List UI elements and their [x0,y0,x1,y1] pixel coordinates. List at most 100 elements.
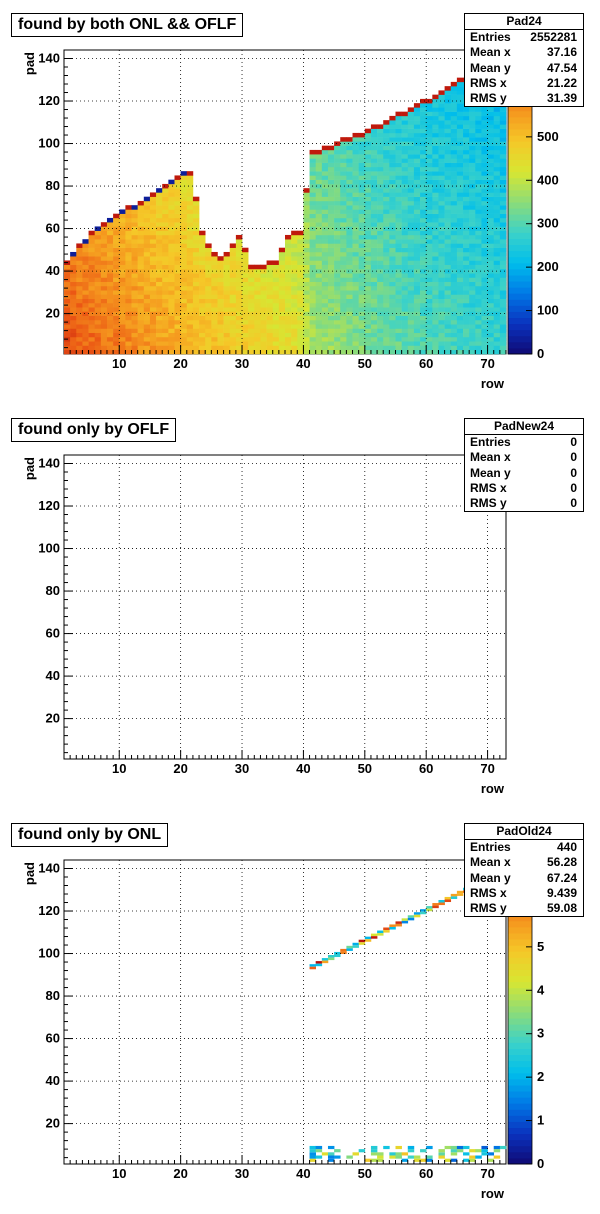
data-cell [444,251,452,257]
data-cell [346,141,353,146]
data-cell [309,1155,316,1159]
data-cell [149,264,157,270]
data-cell [192,222,200,227]
data-cell [444,183,452,189]
data-cell [364,200,372,206]
data-cell [444,209,452,214]
data-cell [463,149,470,155]
data-cell [420,107,427,112]
data-cell [340,311,347,316]
data-cell [487,209,495,214]
data-cell [383,192,390,197]
data-cell [444,124,452,129]
data-cell [315,166,323,172]
data-cell [487,128,495,134]
data-cell [278,345,286,351]
data-cell [334,166,341,172]
data-cell [291,294,298,299]
data-cell [100,222,108,227]
data-cell [377,179,384,185]
data-cell [493,111,501,117]
data-cell [143,247,151,253]
data-cell [444,90,452,95]
data-cell [395,239,402,244]
data-cell [106,268,114,274]
data-cell [119,256,126,261]
data-cell [321,349,329,355]
data-cell [162,290,169,295]
data-cell [334,192,341,197]
data-cell [315,345,323,351]
data-cell [438,154,445,159]
data-cell [438,332,445,338]
data-cell [229,290,237,295]
data-cell [383,247,390,253]
data-cell [456,1149,464,1153]
data-cell [450,200,458,206]
data-cell [199,302,206,308]
data-cell [444,247,452,253]
data-cell [377,171,384,176]
data-cell [475,107,482,112]
data-cell [358,942,366,945]
data-cell [420,247,427,253]
data-cell [334,332,341,338]
data-cell [334,319,341,325]
data-cell [223,341,231,346]
data-cell [315,264,323,270]
data-cell [377,158,384,163]
stats-row: RMS x 21.22 [465,76,583,91]
color-scale-segment [508,993,532,1001]
data-cell [463,154,470,159]
data-cell [370,311,378,316]
data-cell [327,332,335,338]
color-scale-segment [508,226,532,233]
data-cell [235,234,243,240]
color-scale-segment [508,214,532,221]
data-cell [377,256,384,261]
data-cell [168,264,175,270]
data-cell [370,226,378,231]
data-cell [113,345,120,351]
data-cell [499,234,507,240]
data-cell [487,328,495,334]
data-cell [303,222,310,227]
x-tick-label: 70 [480,761,494,776]
color-scale-segment [508,122,532,130]
data-cell [192,256,200,261]
data-cell [205,332,212,338]
data-cell [456,149,464,155]
data-cell [481,154,488,159]
data-cell [395,923,402,927]
data-cell [106,239,114,244]
data-cell [137,285,145,291]
data-cell [475,281,482,287]
data-cell [463,256,470,261]
data-cell [156,277,163,282]
data-cell [334,302,341,308]
data-cell [315,302,323,308]
data-cell [487,268,495,274]
data-cell [499,256,507,261]
color-scale-segment [508,963,532,970]
data-cell [438,345,445,351]
data-cell [352,166,359,172]
data-cell [377,264,384,270]
data-cell [143,336,151,342]
data-cell [303,239,310,244]
data-cell [456,128,464,134]
data-cell [285,341,292,346]
data-cell [94,281,102,287]
data-cell [346,166,353,172]
data-cell [383,277,390,282]
color-scale-segment [508,335,532,343]
data-cell [358,149,366,155]
data-cell [346,162,353,168]
data-cell [364,192,372,197]
data-cell [229,247,237,253]
data-cell [377,324,384,329]
data-cell [420,166,427,172]
data-cell [413,149,421,155]
data-cell [432,217,439,223]
data-cell [370,341,378,346]
